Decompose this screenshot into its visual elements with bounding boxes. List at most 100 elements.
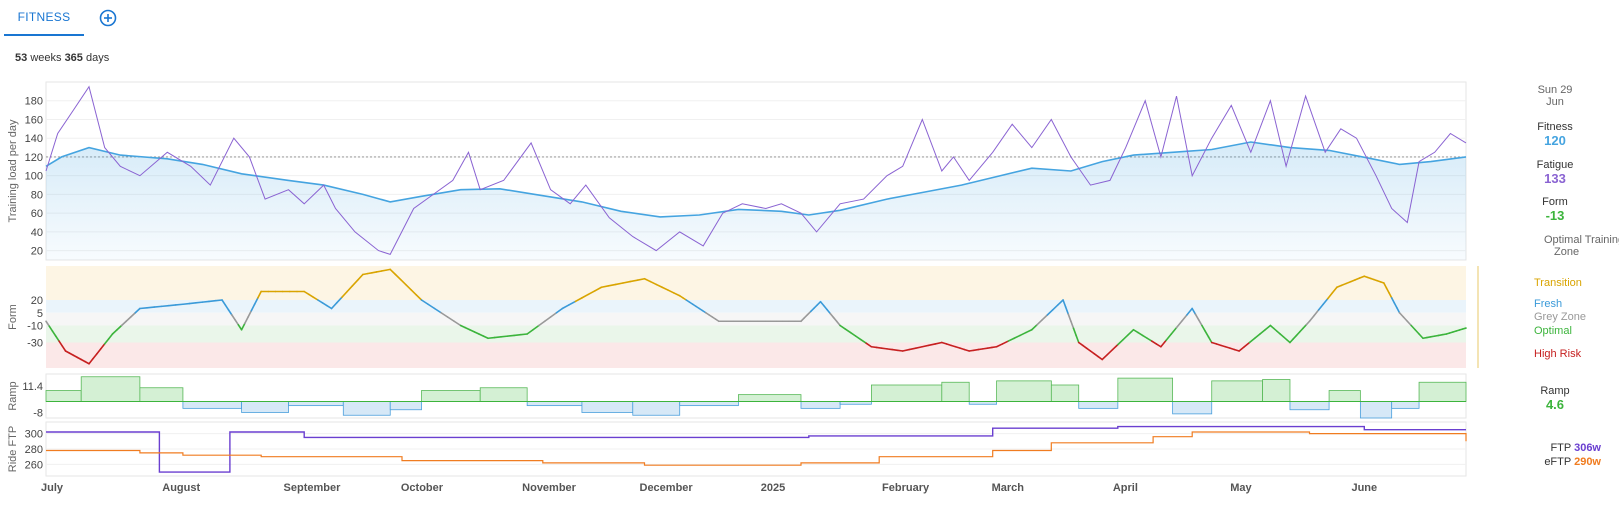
plus-circle-icon[interactable] bbox=[99, 9, 117, 27]
ftp-label: FTP bbox=[1550, 442, 1572, 454]
form-line-segment bbox=[1046, 309, 1054, 316]
form-line-segment bbox=[836, 320, 841, 327]
form-line-segment bbox=[99, 343, 106, 350]
form-line-segment bbox=[234, 319, 240, 326]
form-line-segment bbox=[914, 345, 924, 349]
form-line-segment bbox=[335, 296, 343, 304]
form-line-segment bbox=[1132, 328, 1139, 334]
form-line-segment bbox=[532, 324, 540, 331]
ftp-tick-label: 260 bbox=[25, 459, 43, 471]
form-line-segment bbox=[468, 328, 476, 333]
form-line-segment bbox=[167, 304, 177, 307]
form-line-segment bbox=[125, 316, 132, 323]
form-line-segment bbox=[1062, 299, 1067, 308]
grey-band bbox=[46, 312, 1466, 326]
form-line-segment bbox=[182, 302, 191, 306]
form-line-segment bbox=[453, 320, 462, 327]
ramp-bar bbox=[288, 401, 344, 407]
load-tick-label: 20 bbox=[31, 246, 43, 258]
ramp-bar bbox=[941, 381, 970, 402]
form-line-segment bbox=[1155, 343, 1162, 348]
form-line-segment bbox=[341, 290, 349, 298]
eftp-value: 290w bbox=[1574, 456, 1601, 468]
form-line-segment bbox=[1398, 311, 1405, 318]
form-line-segment bbox=[995, 343, 1004, 348]
form-line-segment bbox=[464, 326, 471, 331]
ramp-bar bbox=[139, 387, 184, 402]
form-line-segment bbox=[600, 285, 610, 289]
form-line-segment bbox=[1336, 284, 1343, 289]
ramp-bar bbox=[996, 380, 1052, 402]
form-line-segment bbox=[1418, 333, 1424, 340]
form-line-segment bbox=[1410, 324, 1416, 331]
form-line-segment bbox=[1122, 333, 1130, 341]
form-line-segment bbox=[160, 304, 170, 308]
form-line-segment bbox=[1150, 340, 1158, 345]
form-line-segment bbox=[1007, 337, 1015, 342]
tab-fitness[interactable]: FITNESS bbox=[4, 0, 84, 36]
days-label: days bbox=[85, 52, 110, 64]
form-line-segment bbox=[1030, 323, 1038, 331]
form-line-segment bbox=[227, 309, 233, 316]
form-line-segment bbox=[1322, 297, 1329, 306]
ramp-value: 4.6 bbox=[1545, 397, 1565, 412]
ftp-tick-label: 300 bbox=[25, 429, 43, 441]
load-tick-label: 120 bbox=[25, 152, 43, 164]
form-line-segment bbox=[139, 306, 148, 310]
form-line-segment bbox=[1175, 320, 1183, 329]
form-line-segment bbox=[519, 333, 528, 336]
form-line-segment bbox=[1248, 337, 1256, 344]
optimal-band bbox=[46, 325, 1466, 343]
eftp-label: eFTP bbox=[1544, 456, 1572, 468]
form-line-segment bbox=[201, 300, 210, 303]
form-line-segment bbox=[921, 344, 930, 348]
zone-line-2: Zone bbox=[1554, 246, 1580, 258]
fatigue-readout: Fatigue 133 bbox=[1530, 159, 1580, 186]
form-line-segment bbox=[1077, 341, 1084, 347]
form-line-segment bbox=[1057, 299, 1064, 306]
load-tick-label: 180 bbox=[25, 96, 43, 108]
form-line-segment bbox=[934, 341, 943, 345]
ramp-bar bbox=[526, 401, 583, 407]
form-line-segment bbox=[1106, 348, 1114, 356]
form-line-segment bbox=[622, 280, 631, 284]
ramp-bar bbox=[679, 401, 739, 407]
form-line-segment bbox=[1358, 275, 1366, 279]
form-line-segment bbox=[153, 305, 163, 308]
form-line-segment bbox=[1160, 339, 1167, 348]
form-line-segment bbox=[1093, 353, 1100, 358]
form-line-segment bbox=[103, 338, 110, 345]
form-line-segment bbox=[661, 286, 669, 291]
form-line-segment bbox=[826, 308, 832, 315]
form-line-segment bbox=[221, 299, 227, 306]
form-line-segment bbox=[307, 293, 315, 298]
form-line-segment bbox=[134, 307, 141, 314]
ramp-label: Ramp bbox=[1540, 385, 1570, 397]
form-line-segment bbox=[526, 328, 534, 335]
form-line-segment bbox=[1383, 282, 1388, 289]
fitness-label: Fitness bbox=[1537, 121, 1573, 133]
form-line-segment bbox=[1340, 282, 1347, 287]
ftp-tick-label: 280 bbox=[25, 444, 43, 456]
form-line-segment bbox=[240, 322, 246, 331]
form-line-segment bbox=[832, 316, 838, 323]
form-tick-label: -30 bbox=[27, 338, 43, 350]
form-line-segment bbox=[253, 297, 259, 306]
form-line-segment bbox=[120, 320, 127, 327]
ramp-bar bbox=[632, 401, 681, 416]
form-line-segment bbox=[146, 306, 156, 309]
form-line-segment bbox=[870, 345, 878, 349]
form-line-segment bbox=[214, 299, 223, 302]
form-line-segment bbox=[543, 316, 552, 323]
form-line-segment bbox=[1317, 303, 1325, 311]
ramp-bar bbox=[1262, 379, 1291, 402]
form-line-segment bbox=[58, 340, 64, 347]
load-tick-label: 60 bbox=[31, 208, 43, 220]
ramp-bar bbox=[1418, 381, 1467, 402]
form-line-segment bbox=[607, 283, 617, 287]
form-line-segment bbox=[594, 286, 603, 292]
form-line-segment bbox=[1072, 327, 1077, 337]
form-line-segment bbox=[433, 307, 442, 314]
form-line-segment bbox=[587, 289, 596, 296]
